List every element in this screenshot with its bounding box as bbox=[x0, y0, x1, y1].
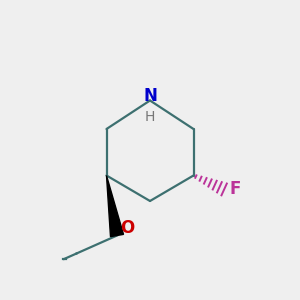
Text: N: N bbox=[143, 87, 157, 105]
Polygon shape bbox=[106, 176, 124, 237]
Text: O: O bbox=[120, 219, 135, 237]
Text: F: F bbox=[230, 180, 241, 198]
Text: H: H bbox=[145, 110, 155, 124]
